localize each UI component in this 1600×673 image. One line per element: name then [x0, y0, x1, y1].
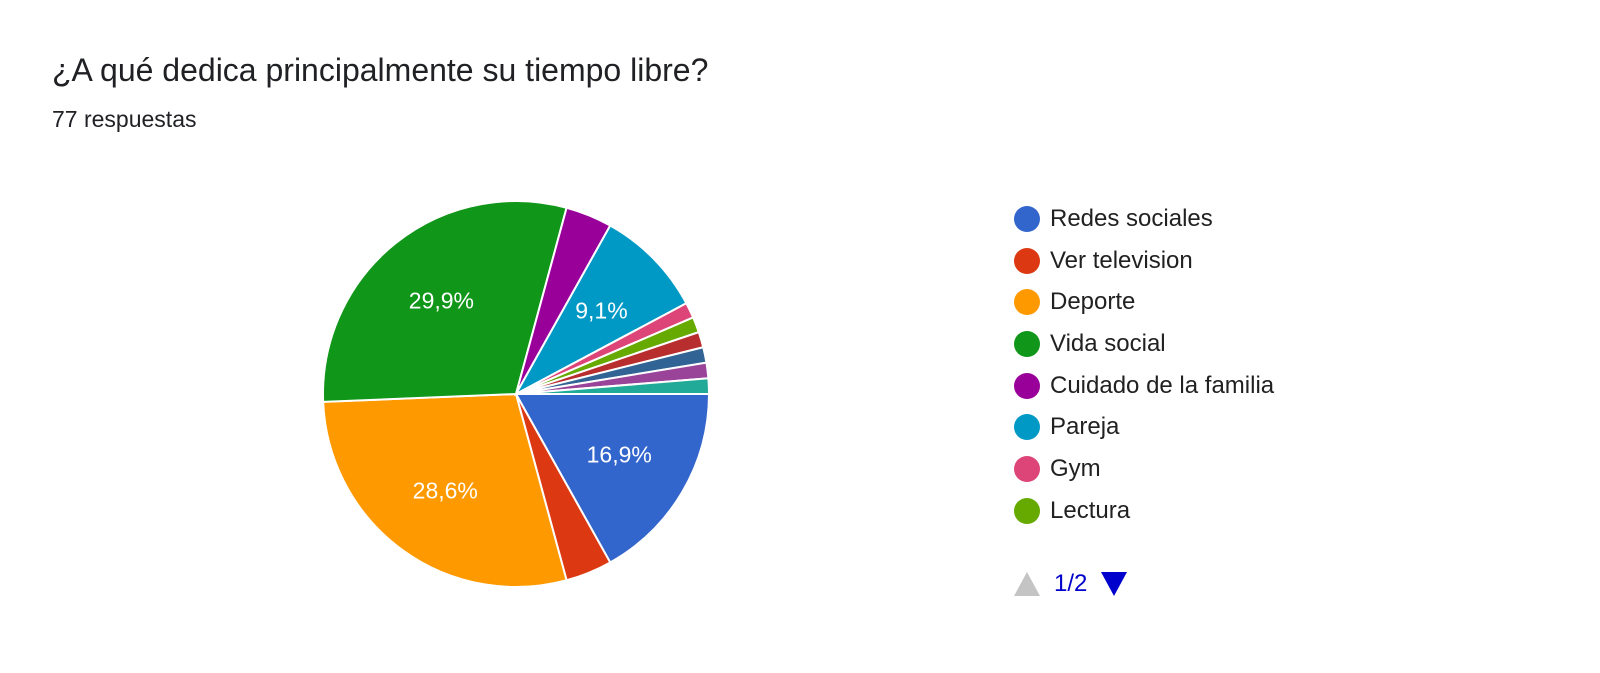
- legend-item: Redes sociales: [1014, 198, 1274, 240]
- legend-item: Lectura: [1014, 490, 1274, 532]
- legend-item: Gym: [1014, 448, 1274, 490]
- slice-label: 28,6%: [413, 478, 478, 504]
- slice-label: 29,9%: [409, 287, 474, 313]
- legend-label: Ver television: [1050, 246, 1193, 274]
- legend-pager: 1/2: [1014, 570, 1128, 598]
- response-count: 77 respuestas: [52, 106, 197, 132]
- pie-slice: [514, 393, 711, 564]
- legend-label: Pareja: [1050, 413, 1120, 441]
- legend-item: Cuidado de la familia: [1014, 365, 1274, 407]
- legend-label: Vida social: [1050, 329, 1166, 357]
- legend-label: Deporte: [1050, 288, 1136, 316]
- legend-item: Pareja: [1014, 406, 1274, 448]
- legend-swatch: [1014, 497, 1040, 524]
- legend-item: Deporte: [1014, 281, 1274, 323]
- legend-swatch: [1014, 205, 1040, 232]
- legend-label: Gym: [1050, 454, 1101, 482]
- legend-swatch: [1014, 455, 1040, 482]
- chart-title: ¿A qué dedica principalmente su tiempo l…: [52, 52, 709, 88]
- legend-page-indicator: 1/2: [1054, 570, 1088, 597]
- pie-chart: 16,9% 28,6% 29,9% 9,1%: [322, 200, 711, 588]
- triangle-down-icon[interactable]: [1101, 572, 1128, 596]
- legend-item: Vida social: [1014, 323, 1274, 365]
- legend-swatch: [1014, 330, 1040, 357]
- legend-swatch: [1014, 372, 1040, 399]
- legend-label: Redes sociales: [1050, 204, 1213, 232]
- legend-item: Ver television: [1014, 240, 1274, 282]
- legend-swatch: [1014, 414, 1040, 441]
- legend-label: Lectura: [1050, 496, 1131, 524]
- slice-label: 16,9%: [587, 442, 652, 468]
- pie-slice: [322, 200, 568, 403]
- triangle-up-icon[interactable]: [1014, 572, 1040, 596]
- legend-swatch: [1014, 289, 1040, 316]
- legend-swatch: [1014, 247, 1040, 274]
- legend-label: Cuidado de la familia: [1050, 371, 1275, 399]
- pie-slice: [322, 392, 568, 588]
- slice-label: 9,1%: [575, 297, 627, 323]
- pie-slice: [515, 377, 711, 395]
- chart-legend: Redes sociales Ver television Deporte Vida …: [1014, 198, 1274, 532]
- pie-slice: [513, 224, 688, 397]
